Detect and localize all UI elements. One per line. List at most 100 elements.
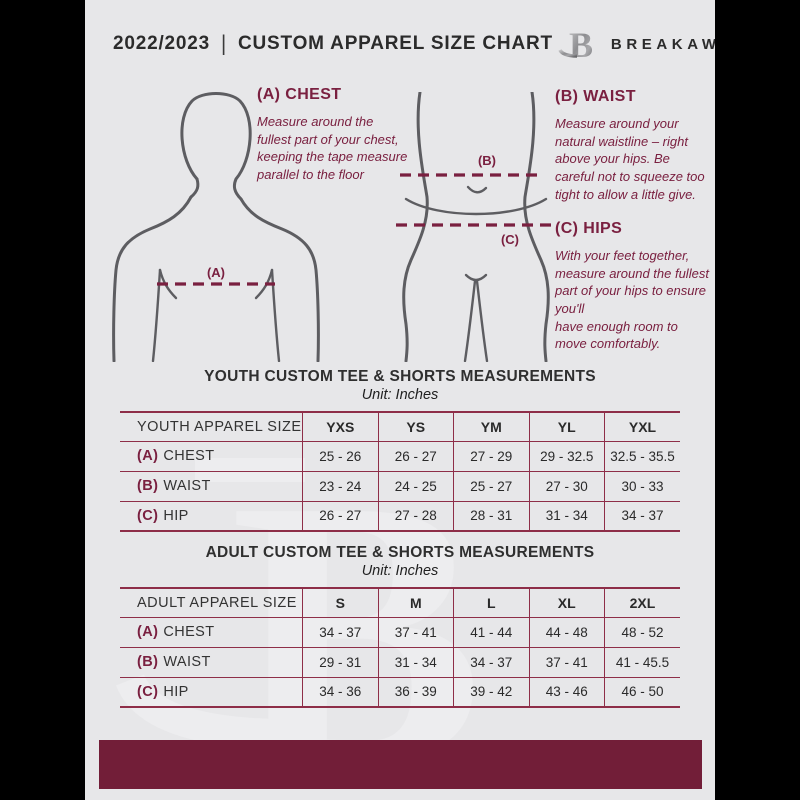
row-letter: (B) bbox=[137, 478, 159, 494]
size-col-header: L bbox=[453, 588, 529, 617]
size-col-header: 2XL bbox=[603, 588, 680, 617]
brand-lockup: B BREAKAWAY bbox=[553, 21, 715, 67]
size-range-cell: 25 - 26 bbox=[302, 441, 379, 471]
table-row: (B) WAIST 29 - 31 31 - 34 34 - 37 37 - 41 41 -… bbox=[120, 647, 680, 677]
row-label-cell: (A) CHEST bbox=[120, 441, 303, 471]
waist-instruction: (B) WAIST Measure around your natural wa… bbox=[555, 88, 707, 203]
size-range-cell: 39 - 42 bbox=[453, 677, 529, 707]
table-row: (A) CHEST 25 - 26 26 - 27 27 - 29 29 - 32.5 32… bbox=[120, 441, 680, 471]
row-letter: (B) bbox=[137, 654, 159, 670]
upper-body-figure: (A) bbox=[112, 92, 320, 362]
table-block-youth: YOUTH CUSTOM TEE & SHORTS MEASUREMENTS Un… bbox=[120, 367, 680, 532]
size-range-cell: 41 - 45.5 bbox=[603, 647, 680, 677]
chest-diagram-label: (A) bbox=[207, 265, 225, 280]
size-range-cell: 43 - 46 bbox=[528, 677, 605, 707]
row-label-cell: (A) CHEST bbox=[120, 617, 303, 647]
chest-instruction-text: Measure around the fullest part of your … bbox=[257, 114, 408, 183]
brand-name: BREAKAWAY bbox=[610, 35, 715, 53]
page-title: CUSTOM APPAREL SIZE CHART bbox=[238, 33, 553, 54]
table-block-adult: ADULT CUSTOM TEE & SHORTS MEASUREMENTS Un… bbox=[120, 543, 680, 708]
hips-diagram-label: (C) bbox=[501, 232, 519, 247]
row-name: HIP bbox=[163, 683, 189, 700]
size-range-cell: 37 - 41 bbox=[377, 617, 454, 647]
size-range-cell: 34 - 36 bbox=[302, 677, 379, 707]
size-range-cell: 34 - 37 bbox=[603, 501, 680, 531]
table-header-row: ADULT APPAREL SIZE S M L XL 2XL bbox=[120, 588, 680, 617]
row-label-cell: (B) WAIST bbox=[120, 647, 303, 677]
size-range-cell: 34 - 37 bbox=[302, 617, 379, 647]
size-range-cell: 44 - 48 bbox=[528, 617, 605, 647]
breakaway-logo-icon: B bbox=[558, 25, 593, 65]
size-range-cell: 27 - 28 bbox=[377, 501, 454, 531]
unit-label: Unit: Inches bbox=[361, 563, 439, 579]
size-range-cell: 29 - 31 bbox=[302, 647, 379, 677]
row-letter: (A) bbox=[137, 624, 159, 640]
size-range-cell: 26 - 27 bbox=[377, 441, 454, 471]
hips-instruction-text: With your feet together, measure around … bbox=[555, 248, 709, 352]
row-name: WAIST bbox=[163, 478, 211, 494]
row-name: CHEST bbox=[163, 448, 215, 464]
size-range-cell: 28 - 31 bbox=[453, 501, 529, 531]
size-range-cell: 29 - 32.5 bbox=[528, 441, 605, 471]
table-body: (A) CHEST 25 - 26 26 - 27 27 - 29 29 - 32.5 32… bbox=[120, 441, 680, 531]
chest-instruction-heading: (A) CHEST bbox=[257, 86, 342, 103]
size-range-cell: 46 - 50 bbox=[603, 677, 680, 707]
size-col-header: YS bbox=[377, 412, 454, 441]
table-row: (A) CHEST 34 - 37 37 - 41 41 - 44 44 - 48 48 -… bbox=[120, 617, 680, 647]
size-col-header: XL bbox=[528, 588, 605, 617]
size-range-cell: 24 - 25 bbox=[377, 471, 454, 501]
size-range-cell: 31 - 34 bbox=[528, 501, 605, 531]
row-name: CHEST bbox=[163, 624, 215, 640]
size-header-cell: ADULT APPAREL SIZE bbox=[137, 594, 297, 611]
row-label-cell: (C) HIP bbox=[120, 501, 303, 531]
row-name: WAIST bbox=[163, 654, 211, 670]
table-body: (A) CHEST 34 - 37 37 - 41 41 - 44 44 - 48 48 -… bbox=[120, 617, 680, 707]
table-title: ADULT CUSTOM TEE & SHORTS MEASUREMENTS bbox=[205, 544, 595, 561]
waist-instruction-heading: (B) WAIST bbox=[555, 88, 636, 105]
row-label-cell: (B) WAIST bbox=[120, 471, 303, 501]
measurement-table-youth: YOUTH APPAREL SIZE YXS YS YM YL YXL (A) CHEST 25… bbox=[120, 411, 680, 532]
table-header-row: YOUTH APPAREL SIZE YXS YS YM YL YXL bbox=[120, 412, 680, 441]
size-range-cell: 27 - 30 bbox=[528, 471, 605, 501]
footer-bar bbox=[99, 740, 702, 789]
waist-diagram-label: (B) bbox=[478, 153, 496, 168]
table-row: (B) WAIST 23 - 24 24 - 25 25 - 27 27 - 30 30 -… bbox=[120, 471, 680, 501]
hips-instruction: (C) HIPS With your feet together, measur… bbox=[555, 220, 713, 353]
size-chart-page: B 2022/2023 | CUSTOM APPAREL SIZE CHART bbox=[85, 0, 715, 800]
size-range-cell: 32.5 - 35.5 bbox=[603, 441, 680, 471]
measurement-tables: YOUTH CUSTOM TEE & SHORTS MEASUREMENTS Un… bbox=[120, 367, 680, 708]
measurement-table-adult: ADULT APPAREL SIZE S M L XL 2XL (A) CHEST 34 - 3… bbox=[120, 587, 680, 708]
unit-label: Unit: Inches bbox=[361, 387, 439, 403]
size-range-cell: 41 - 44 bbox=[453, 617, 529, 647]
size-range-cell: 36 - 39 bbox=[377, 677, 454, 707]
size-col-header: YM bbox=[453, 412, 529, 441]
table-row: (C) HIP 34 - 36 36 - 39 39 - 42 43 - 46 46 - 5… bbox=[120, 677, 680, 707]
lower-body-figure: (B) (C) bbox=[396, 92, 556, 362]
size-range-cell: 25 - 27 bbox=[453, 471, 529, 501]
table-head: ADULT APPAREL SIZE S M L XL 2XL bbox=[120, 588, 680, 617]
size-col-header: YL bbox=[528, 412, 605, 441]
size-header-cell: YOUTH APPAREL SIZE bbox=[137, 418, 302, 435]
header: 2022/2023 | CUSTOM APPAREL SIZE CHART B bbox=[113, 18, 715, 70]
size-col-header: M bbox=[377, 588, 454, 617]
size-col-header: YXS bbox=[302, 412, 379, 441]
size-col-header: YXL bbox=[603, 412, 680, 441]
document-title: 2022/2023 | CUSTOM APPAREL SIZE CHART bbox=[113, 31, 553, 55]
logo-letter: B bbox=[569, 25, 593, 65]
row-label-cell: (C) HIP bbox=[120, 677, 303, 707]
row-letter: (A) bbox=[137, 448, 159, 464]
waist-instruction-text: Measure around your natural waistline – … bbox=[555, 116, 705, 202]
hips-instruction-heading: (C) HIPS bbox=[555, 220, 623, 237]
size-range-cell: 37 - 41 bbox=[528, 647, 605, 677]
size-range-cell: 23 - 24 bbox=[302, 471, 379, 501]
size-range-cell: 30 - 33 bbox=[603, 471, 680, 501]
table-title: YOUTH CUSTOM TEE & SHORTS MEASUREMENTS bbox=[204, 368, 596, 385]
row-name: HIP bbox=[163, 507, 189, 524]
size-range-cell: 34 - 37 bbox=[453, 647, 529, 677]
row-letter: (C) bbox=[137, 507, 159, 524]
size-range-cell: 31 - 34 bbox=[377, 647, 454, 677]
size-col-header: S bbox=[302, 588, 379, 617]
size-range-cell: 26 - 27 bbox=[302, 501, 379, 531]
size-range-cell: 48 - 52 bbox=[603, 617, 680, 647]
